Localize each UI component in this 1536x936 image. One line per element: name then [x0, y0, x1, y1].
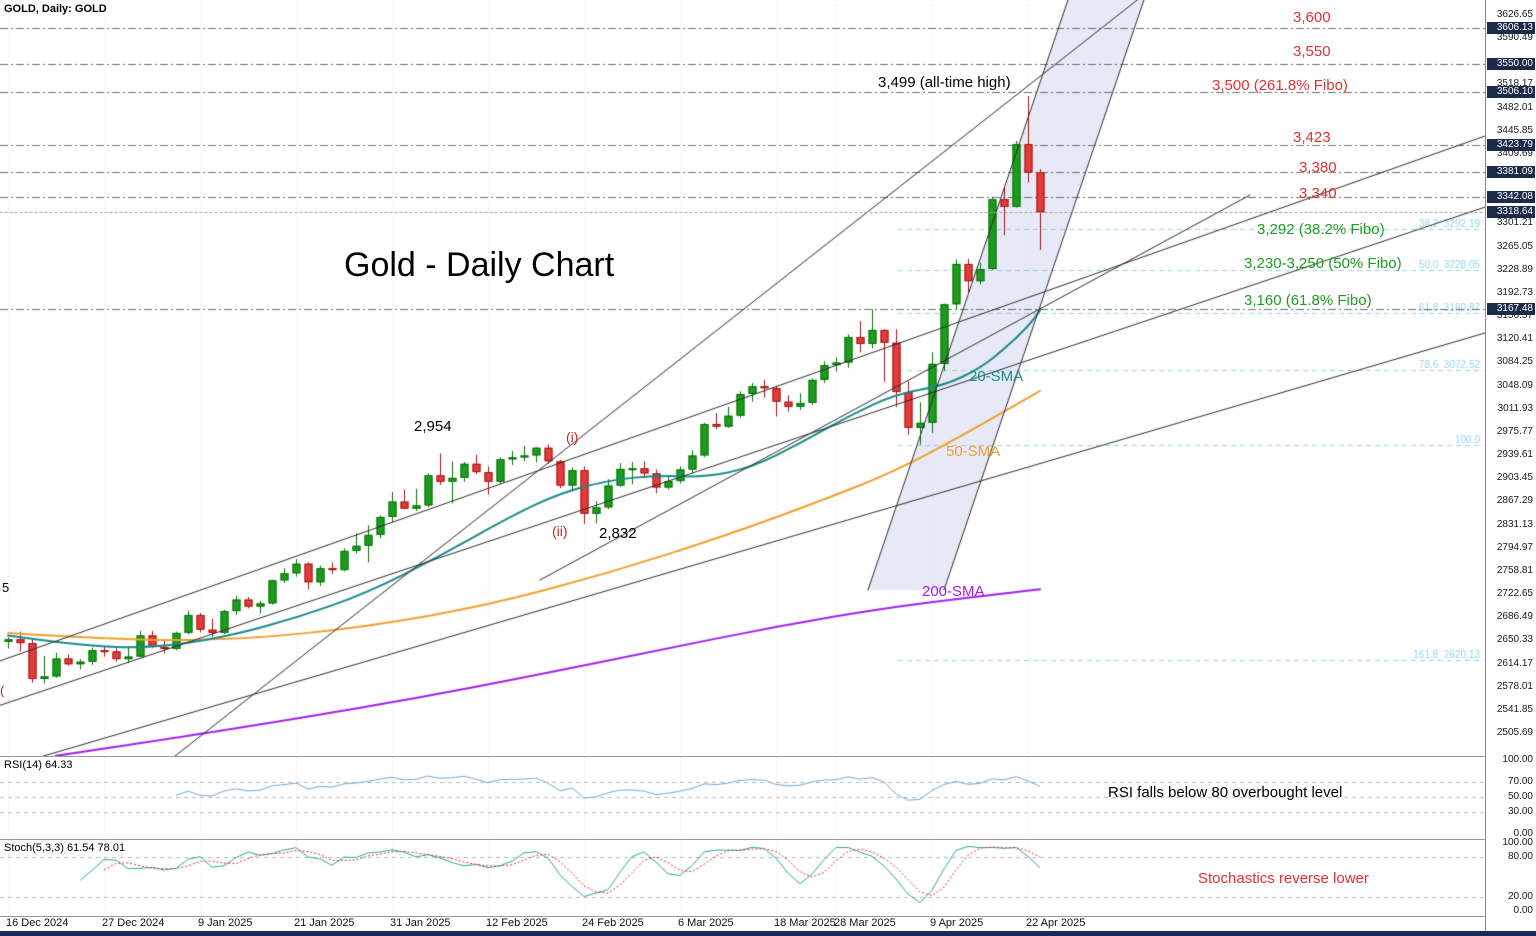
rsi-pane-canvas[interactable]	[0, 757, 1485, 837]
main-chart-canvas[interactable]	[0, 0, 1485, 756]
date-label: 22 Apr 2025	[1026, 917, 1086, 929]
panel-tick: 70.00	[1507, 776, 1533, 788]
price-axis[interactable]: 3626.65 3590.49 3518.17 3482.01 3445.85 3409.…	[1485, 0, 1536, 936]
price-tick: 3301.21	[1496, 217, 1533, 229]
price-tick: 2541.85	[1496, 703, 1533, 715]
price-tick: 2686.49	[1496, 611, 1533, 623]
price-tag: 3167.48	[1487, 303, 1535, 316]
price-tick: 2794.97	[1496, 541, 1533, 553]
bottom-bar	[0, 931, 1536, 936]
price-tick: 3265.05	[1496, 240, 1533, 252]
price-tick: 3626.65	[1496, 9, 1533, 20]
date-label: 6 Mar 2025	[678, 917, 734, 929]
price-tick: 2505.69	[1496, 727, 1533, 738]
price-tick: 3482.01	[1496, 101, 1533, 113]
price-tick: 3445.85	[1496, 124, 1533, 136]
price-tick: 2614.17	[1496, 657, 1533, 669]
price-tick: 2903.45	[1496, 472, 1533, 484]
stoch-annotation: Stochastics reverse lower	[1198, 870, 1369, 887]
price-tick: 3156.57	[1496, 310, 1533, 322]
price-tick: 3409.69	[1496, 147, 1533, 159]
date-axis[interactable]: 16 Dec 2024 27 Dec 2024 9 Jan 2025 21 Jan 2…	[0, 917, 1485, 930]
date-label: 27 Dec 2024	[102, 917, 165, 929]
price-tag: 3342.08	[1487, 191, 1535, 204]
panel-tick: 50.00	[1507, 791, 1533, 802]
price-tick: 2758.81	[1496, 564, 1533, 576]
panel-tick: 80.00	[1507, 850, 1533, 862]
price-tag: 3381.09	[1487, 166, 1535, 179]
price-tick: 3084.25	[1496, 356, 1533, 368]
price-tick: 3048.09	[1496, 379, 1533, 391]
date-label: 16 Dec 2024	[6, 917, 69, 929]
pane-separator-dates	[0, 916, 1485, 917]
date-label: 9 Apr 2025	[930, 917, 984, 929]
date-label: 12 Feb 2025	[486, 917, 548, 929]
pane-separator-stoch[interactable]	[0, 839, 1485, 840]
price-tag: 3606.13	[1487, 22, 1535, 35]
price-tick: 2722.65	[1496, 588, 1533, 600]
price-tick: 3192.73	[1496, 286, 1533, 298]
date-label: 24 Feb 2025	[582, 917, 644, 929]
panel-tick: 30.00	[1507, 805, 1533, 817]
price-tag: 3318.64	[1487, 206, 1535, 219]
date-label: 28 Mar 2025	[834, 917, 896, 929]
price-tick: 3590.49	[1496, 32, 1533, 44]
price-tick: 2867.29	[1496, 495, 1533, 507]
price-tick: 3011.93	[1497, 402, 1533, 414]
price-tag: 3550.00	[1487, 58, 1535, 71]
panel-tick: 0.00	[1513, 828, 1533, 839]
price-tag: 3506.10	[1487, 86, 1535, 99]
price-tick: 2939.61	[1496, 449, 1533, 461]
symbol-timeframe-label: GOLD, Daily: GOLD	[4, 3, 107, 15]
date-label: 9 Jan 2025	[198, 917, 253, 929]
pane-separator-rsi[interactable]	[0, 756, 1485, 757]
price-tick: 2578.01	[1496, 680, 1533, 692]
price-tick: 2831.13	[1496, 518, 1533, 530]
rsi-annotation: RSI falls below 80 overbought level	[1108, 784, 1343, 801]
stoch-indicator-label: Stoch(5,3,3) 61.54 78.01	[4, 842, 126, 854]
panel-tick: 0.00	[1513, 905, 1533, 916]
panel-tick: 100.00	[1502, 837, 1533, 848]
stoch-pane-canvas[interactable]	[0, 840, 1485, 916]
price-tick: 2650.33	[1496, 634, 1533, 646]
date-label: 21 Jan 2025	[294, 917, 355, 929]
price-tag: 3423.79	[1487, 138, 1535, 151]
panel-tick: 100.00	[1502, 754, 1533, 765]
date-label: 18 Mar 2025	[774, 917, 836, 929]
price-tick: 3518.17	[1496, 78, 1533, 90]
panel-tick: 20.00	[1507, 891, 1533, 903]
price-tick: 3120.41	[1496, 333, 1533, 345]
rsi-indicator-label: RSI(14) 64.33	[4, 759, 73, 771]
price-tick: 3228.89	[1496, 263, 1533, 275]
price-tick: 2975.77	[1496, 425, 1533, 437]
date-label: 31 Jan 2025	[390, 917, 451, 929]
